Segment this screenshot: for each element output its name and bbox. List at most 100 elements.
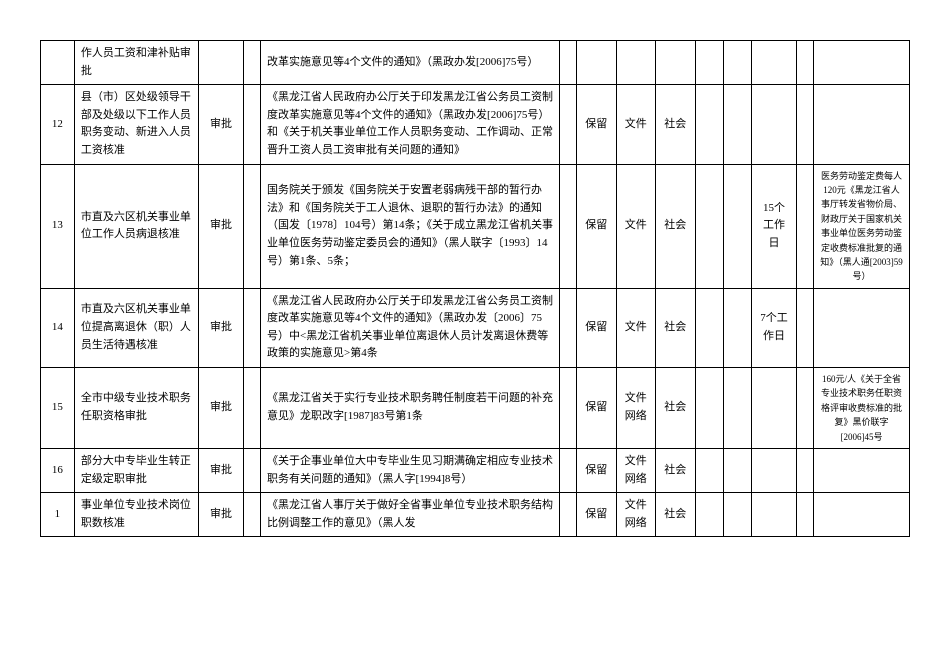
empty-cell bbox=[723, 288, 751, 367]
empty-cell bbox=[244, 164, 261, 288]
working-days bbox=[751, 368, 796, 449]
row-number: 13 bbox=[41, 164, 75, 288]
legal-basis: 国务院关于颁发《国务院关于安置老弱病残干部的暂行办法》和《国务院关于工人退休、退… bbox=[261, 164, 560, 288]
fee-note bbox=[814, 41, 910, 85]
working-days bbox=[751, 85, 796, 164]
table-row: 15全市中级专业技术职务任职资格审批审批《黑龙江省关于实行专业技术职务聘任制度若… bbox=[41, 368, 910, 449]
empty-cell bbox=[244, 288, 261, 367]
empty-cell bbox=[695, 449, 723, 493]
form-type: 文件 bbox=[616, 288, 656, 367]
form-type: 文件 bbox=[616, 85, 656, 164]
form-type: 文件网络 bbox=[616, 449, 656, 493]
empty-cell bbox=[723, 449, 751, 493]
empty-cell bbox=[723, 85, 751, 164]
row-number: 15 bbox=[41, 368, 75, 449]
empty-cell bbox=[695, 493, 723, 537]
empty-cell bbox=[797, 449, 814, 493]
row-number: 16 bbox=[41, 449, 75, 493]
fee-note bbox=[814, 288, 910, 367]
form-type: 文件网络 bbox=[616, 493, 656, 537]
retention-status: 保留 bbox=[577, 449, 617, 493]
working-days bbox=[751, 41, 796, 85]
target-audience: 社会 bbox=[656, 493, 696, 537]
empty-cell bbox=[560, 493, 577, 537]
approval-items-table: 作人员工资和津补贴审批 改革实施意见等4个文件的通知》（黑政办发[2006]75号… bbox=[40, 40, 910, 537]
empty-cell bbox=[797, 41, 814, 85]
retention-status: 保留 bbox=[577, 164, 617, 288]
legal-basis: 《关于企事业单位大中专毕业生见习期满确定相应专业技术职务有关问题的通知》（黑人字… bbox=[261, 449, 560, 493]
empty-cell bbox=[560, 288, 577, 367]
item-name: 作人员工资和津补贴审批 bbox=[74, 41, 198, 85]
table-row: 14市直及六区机关事业单位提高离退休（职）人员生活待遇核准审批《黑龙江省人民政府… bbox=[41, 288, 910, 367]
item-name: 市直及六区机关事业单位提高离退休（职）人员生活待遇核准 bbox=[74, 288, 198, 367]
fee-note bbox=[814, 493, 910, 537]
working-days bbox=[751, 449, 796, 493]
table-row: 作人员工资和津补贴审批 改革实施意见等4个文件的通知》（黑政办发[2006]75号… bbox=[41, 41, 910, 85]
working-days bbox=[751, 493, 796, 537]
empty-cell bbox=[695, 164, 723, 288]
empty-cell bbox=[244, 493, 261, 537]
legal-basis: 《黑龙江省关于实行专业技术职务聘任制度若干问题的补充意见》龙职改字[1987]8… bbox=[261, 368, 560, 449]
target-audience bbox=[656, 41, 696, 85]
retention-status: 保留 bbox=[577, 85, 617, 164]
empty-cell bbox=[560, 41, 577, 85]
target-audience: 社会 bbox=[656, 85, 696, 164]
empty-cell bbox=[723, 164, 751, 288]
row-number: 1 bbox=[41, 493, 75, 537]
empty-cell bbox=[723, 41, 751, 85]
empty-cell bbox=[560, 164, 577, 288]
legal-basis: 《黑龙江省人民政府办公厅关于印发黑龙江省公务员工资制度改革实施意见等4个文件的通… bbox=[261, 85, 560, 164]
form-type bbox=[616, 41, 656, 85]
form-type: 文件 bbox=[616, 164, 656, 288]
working-days: 15个工作日 bbox=[751, 164, 796, 288]
empty-cell bbox=[695, 288, 723, 367]
empty-cell bbox=[695, 85, 723, 164]
empty-cell bbox=[723, 368, 751, 449]
target-audience: 社会 bbox=[656, 449, 696, 493]
fee-note: 医务劳动鉴定费每人120元《黑龙江省人事厅转发省物价局、财政厅关于国家机关事业单… bbox=[814, 164, 910, 288]
fee-note: 160元/人《关于全省专业技术职务任职资格评审收费标准的批复》黑价联字[2006… bbox=[814, 368, 910, 449]
legal-basis: 改革实施意见等4个文件的通知》（黑政办发[2006]75号） bbox=[261, 41, 560, 85]
retention-status: 保留 bbox=[577, 288, 617, 367]
fee-note bbox=[814, 85, 910, 164]
legal-basis: 《黑龙江省人民政府办公厅关于印发黑龙江省公务员工资制度改革实施意见等4个文件的通… bbox=[261, 288, 560, 367]
empty-cell bbox=[695, 41, 723, 85]
item-type: 审批 bbox=[198, 288, 243, 367]
item-name: 县（市）区处级领导干部及处级以下工作人员职务变动、新进入人员工资核准 bbox=[74, 85, 198, 164]
item-type: 审批 bbox=[198, 164, 243, 288]
empty-cell bbox=[797, 493, 814, 537]
retention-status: 保留 bbox=[577, 493, 617, 537]
row-number: 14 bbox=[41, 288, 75, 367]
item-type: 审批 bbox=[198, 493, 243, 537]
item-type: 审批 bbox=[198, 85, 243, 164]
item-name: 全市中级专业技术职务任职资格审批 bbox=[74, 368, 198, 449]
item-name: 市直及六区机关事业单位工作人员病退核准 bbox=[74, 164, 198, 288]
empty-cell bbox=[244, 368, 261, 449]
fee-note bbox=[814, 449, 910, 493]
table-row: 13市直及六区机关事业单位工作人员病退核准审批国务院关于颁发《国务院关于安置老弱… bbox=[41, 164, 910, 288]
table-row: 16部分大中专毕业生转正定级定职审批审批《关于企事业单位大中专毕业生见习期满确定… bbox=[41, 449, 910, 493]
empty-cell bbox=[560, 368, 577, 449]
form-type: 文件网络 bbox=[616, 368, 656, 449]
item-name: 事业单位专业技术岗位职数核准 bbox=[74, 493, 198, 537]
target-audience: 社会 bbox=[656, 368, 696, 449]
target-audience: 社会 bbox=[656, 164, 696, 288]
empty-cell bbox=[797, 288, 814, 367]
empty-cell bbox=[797, 164, 814, 288]
empty-cell bbox=[244, 41, 261, 85]
item-type bbox=[198, 41, 243, 85]
legal-basis: 《黑龙江省人事厅关于做好全省事业单位专业技术职务结构比例调整工作的意见》（黑人发 bbox=[261, 493, 560, 537]
row-number: 12 bbox=[41, 85, 75, 164]
retention-status bbox=[577, 41, 617, 85]
target-audience: 社会 bbox=[656, 288, 696, 367]
empty-cell bbox=[695, 368, 723, 449]
item-name: 部分大中专毕业生转正定级定职审批 bbox=[74, 449, 198, 493]
empty-cell bbox=[797, 368, 814, 449]
row-number bbox=[41, 41, 75, 85]
empty-cell bbox=[560, 449, 577, 493]
table-row: 1事业单位专业技术岗位职数核准审批《黑龙江省人事厅关于做好全省事业单位专业技术职… bbox=[41, 493, 910, 537]
retention-status: 保留 bbox=[577, 368, 617, 449]
empty-cell bbox=[244, 449, 261, 493]
empty-cell bbox=[723, 493, 751, 537]
empty-cell bbox=[797, 85, 814, 164]
